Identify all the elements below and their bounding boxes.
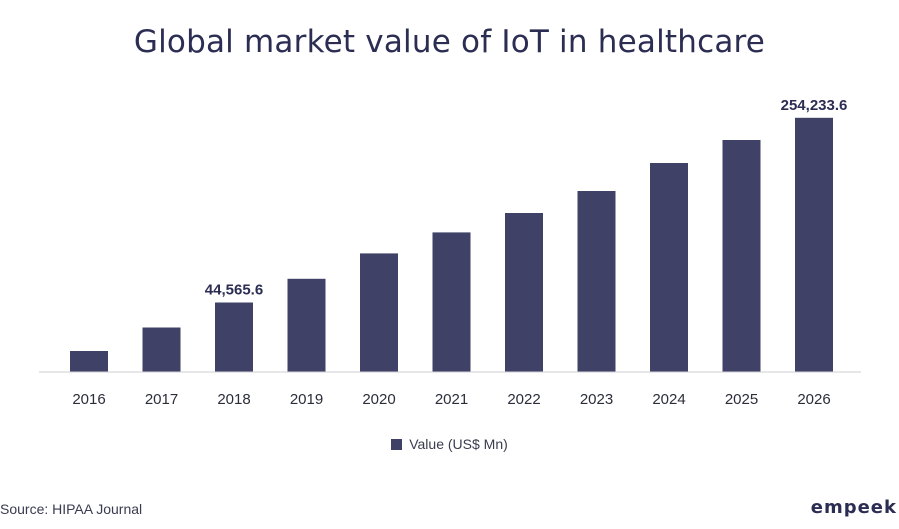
source-note: Source: HIPAA Journal (0, 501, 143, 517)
x-tick-2023: 2023 (580, 391, 613, 408)
bar-2016 (70, 351, 108, 372)
legend: Value (US$ Mn) (0, 436, 899, 452)
bar-2020 (360, 253, 398, 372)
x-tick-2026: 2026 (797, 391, 830, 408)
bar-2022 (505, 213, 543, 372)
x-tick-2025: 2025 (725, 391, 758, 408)
x-tick-2018: 2018 (217, 391, 250, 408)
legend-label: Value (US$ Mn) (409, 436, 508, 452)
x-tick-2024: 2024 (652, 391, 685, 408)
bar-2026 (795, 117, 833, 372)
x-tick-2017: 2017 (145, 391, 178, 408)
bar-2023 (577, 191, 616, 372)
bar-2024 (650, 163, 688, 372)
x-tick-2022: 2022 (507, 391, 540, 408)
data-label-2026: 254,233.6 (781, 97, 848, 114)
x-tick-2020: 2020 (362, 391, 395, 408)
brand-logo: empeek (810, 497, 897, 518)
bar-2017 (142, 327, 181, 372)
data-label-2018: 44,565.6 (205, 282, 263, 299)
legend-swatch (391, 438, 403, 450)
x-tick-2019: 2019 (290, 391, 323, 408)
bar-2021 (432, 232, 471, 372)
x-tick-2016: 2016 (72, 391, 105, 408)
bar-2018 (215, 302, 253, 372)
bar-2025 (722, 140, 761, 372)
x-tick-2021: 2021 (435, 391, 468, 408)
chart-title: Global market value of IoT in healthcare (133, 24, 766, 60)
bar-2019 (287, 278, 326, 372)
